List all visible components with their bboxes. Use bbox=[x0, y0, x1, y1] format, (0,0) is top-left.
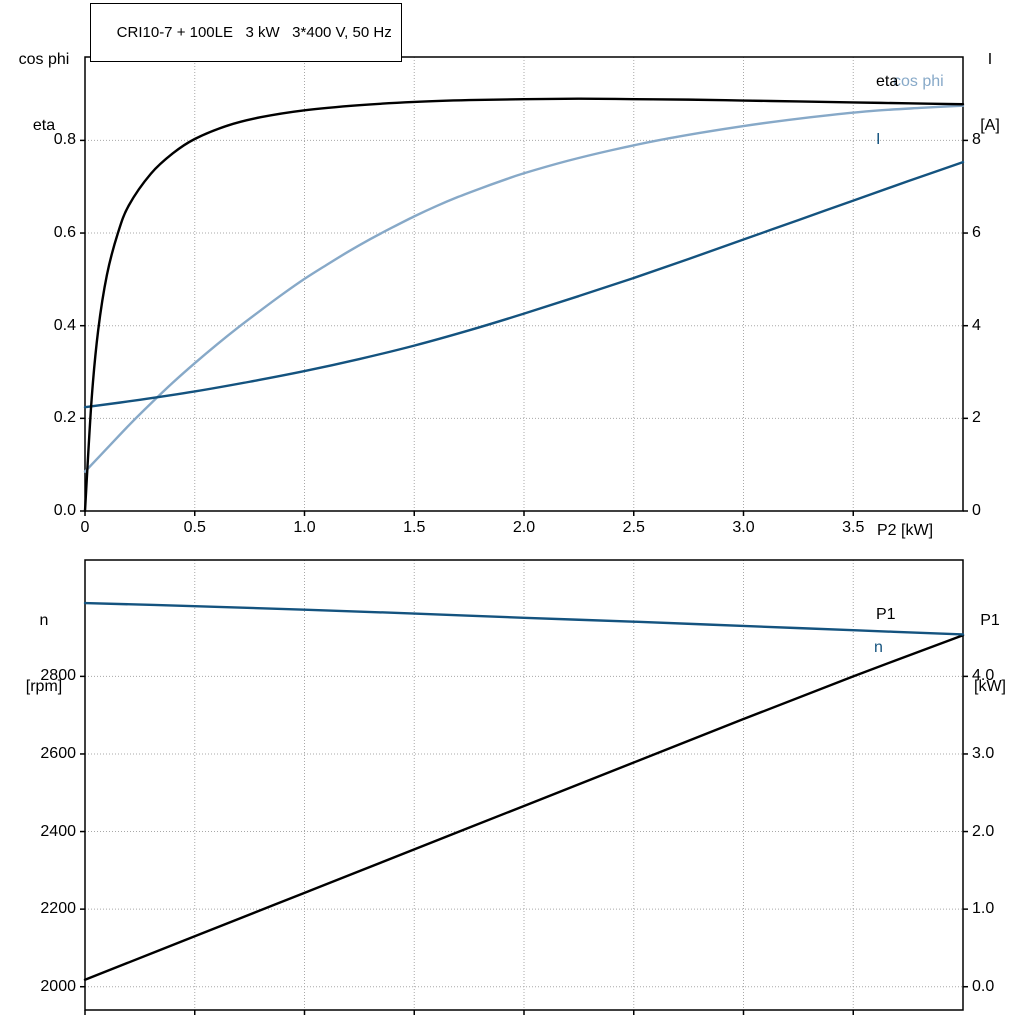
top-right-axis-title: I [A] bbox=[958, 5, 1022, 181]
p1-axis-title-line2: [kW] bbox=[974, 678, 1006, 695]
chart-top bbox=[80, 56, 968, 516]
right-axis-title-line2: [A] bbox=[980, 117, 1000, 134]
x-axis-label: P2 [kW] bbox=[877, 522, 934, 539]
chart-title-box: CRI10-7 + 100LE 3 kW 3*400 V, 50 Hz bbox=[90, 3, 402, 62]
plot-frame bbox=[84, 56, 964, 512]
left-axis-title-line1: cos phi bbox=[18, 51, 70, 68]
bottom-left-axis-title: n [rpm] bbox=[0, 566, 88, 742]
chart-bottom bbox=[80, 559, 968, 1015]
bottom-right-axis-title: P1 [kW] bbox=[958, 566, 1022, 742]
curve-n bbox=[83, 601, 965, 636]
p1-axis-title-line1: P1 bbox=[980, 612, 1000, 629]
right-axis-title-line1: I bbox=[987, 51, 993, 68]
curve-p1 bbox=[83, 634, 965, 981]
curve-cos-phi bbox=[83, 104, 965, 473]
left-axis-title-line2: eta bbox=[32, 117, 56, 134]
top-left-axis-title: cos phi eta bbox=[0, 5, 88, 181]
chart-title: CRI10-7 + 100LE 3 kW 3*400 V, 50 Hz bbox=[116, 24, 392, 41]
speed-axis-title-line1: n bbox=[39, 612, 49, 629]
speed-axis-title-line2: [rpm] bbox=[25, 678, 63, 695]
curve-i bbox=[83, 160, 965, 409]
curve-eta bbox=[83, 97, 965, 513]
